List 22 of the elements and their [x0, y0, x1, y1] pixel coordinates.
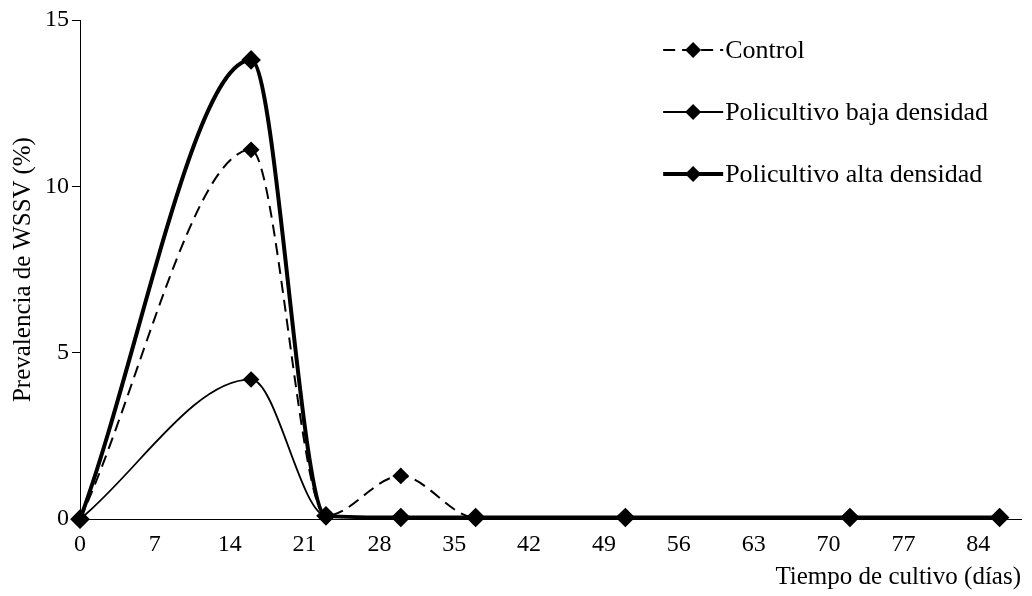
x-tick-label: 70 — [816, 529, 841, 556]
x-tick-label: 63 — [741, 529, 766, 556]
x-tick-label: 35 — [442, 529, 467, 556]
x-tick-label: 14 — [217, 529, 242, 556]
legend-label: Control — [725, 34, 805, 64]
x-tick-label: 28 — [367, 529, 392, 556]
x-tick-label: 56 — [666, 529, 691, 556]
y-tick-label: 5 — [57, 338, 69, 365]
y-axis-title: Prevalencia de WSSV (%) — [7, 137, 36, 403]
x-tick-label: 49 — [591, 529, 616, 556]
y-tick-label: 10 — [45, 171, 69, 198]
x-tick-label: 42 — [517, 529, 542, 556]
x-tick-label: 21 — [292, 529, 317, 556]
y-tick-label: 15 — [45, 5, 69, 32]
x-tick-label: 77 — [891, 529, 916, 556]
x-tick-label: 84 — [966, 529, 991, 556]
legend-label: Policultivo baja densidad — [725, 96, 988, 126]
legend-label: Policultivo alta densidad — [725, 158, 983, 188]
x-axis-title: Tiempo de cultivo (días) — [775, 561, 1021, 590]
x-tick-label: 7 — [148, 529, 161, 556]
y-tick-label: 0 — [57, 504, 69, 531]
x-tick-label: 0 — [74, 529, 86, 556]
